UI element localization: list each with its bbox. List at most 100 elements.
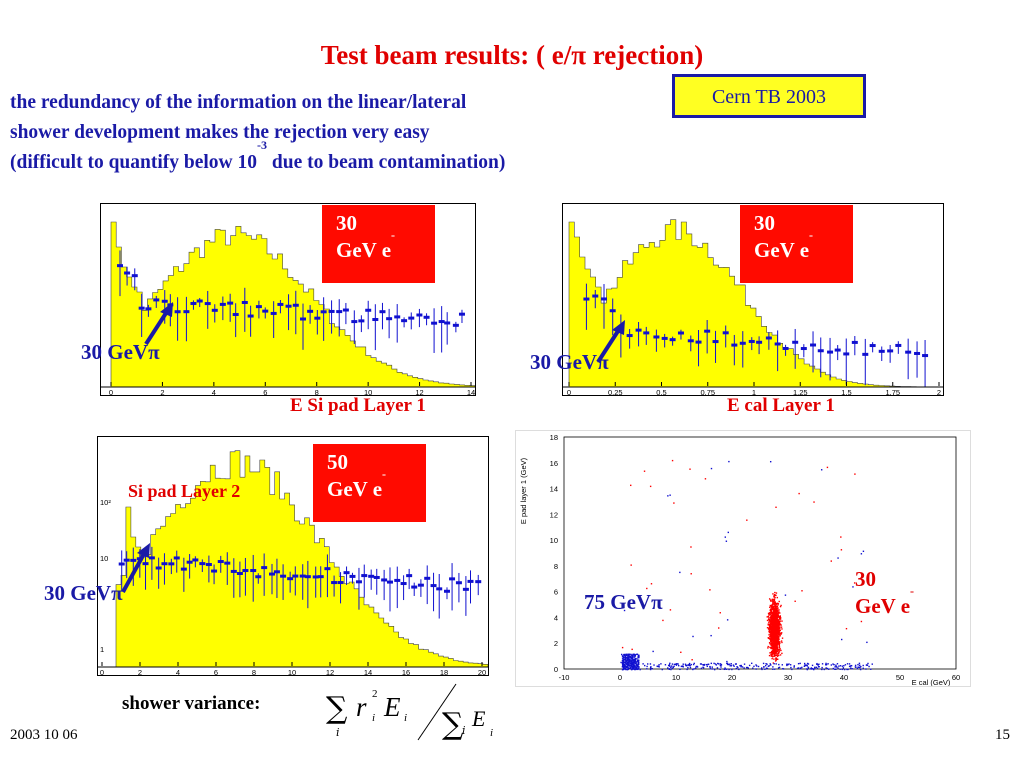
scatter-point xyxy=(649,663,652,665)
scatter-point xyxy=(777,652,780,655)
scatter-point xyxy=(778,621,780,623)
scatter-point xyxy=(623,665,626,667)
scatter-y-tick: 14 xyxy=(550,485,558,494)
scatter-point xyxy=(773,594,775,597)
x-tick-label: 10 xyxy=(288,668,296,675)
scatter-point xyxy=(628,667,630,669)
scatter-point xyxy=(626,666,628,668)
scatter-point xyxy=(778,624,781,626)
scatter-point xyxy=(629,660,631,663)
scatter-point xyxy=(728,460,730,463)
scatter-point xyxy=(769,638,772,641)
scatter-point xyxy=(797,667,800,669)
x-tick-label: 2 xyxy=(160,388,164,395)
scatter-point xyxy=(777,612,780,614)
scatter-point xyxy=(775,614,777,616)
x-axis-ticks: 0 0.25 0.5 0.75 1 1.25 1.5 1.75 2 xyxy=(567,382,941,397)
scatter-point xyxy=(833,663,835,666)
scatter-point xyxy=(628,661,630,664)
scatter-point xyxy=(827,668,830,670)
scatter-point xyxy=(817,664,819,666)
scatter-point xyxy=(630,664,632,667)
scatter-point xyxy=(629,658,631,661)
scatter-point xyxy=(636,659,639,662)
intro-line-3-post: due to beam contamination) xyxy=(267,152,506,173)
scatter-point xyxy=(743,663,746,665)
scatter-point xyxy=(690,663,692,666)
scatter-point xyxy=(637,656,640,658)
scatter-point xyxy=(637,664,639,667)
scatter-point xyxy=(631,654,633,657)
scatter-point xyxy=(627,653,629,655)
scatter-point xyxy=(728,663,731,665)
scatter-point xyxy=(623,655,625,657)
scatter-point xyxy=(741,666,744,668)
scatter-point xyxy=(769,634,772,636)
scatter-point xyxy=(769,646,771,649)
intro-line-3-sup: -3 xyxy=(257,138,268,152)
scatter-point xyxy=(768,617,770,619)
scatter-point xyxy=(693,668,695,670)
scatter-point xyxy=(767,615,770,618)
scatter-point xyxy=(769,609,771,612)
scatter-point xyxy=(774,660,777,662)
scatter-point xyxy=(624,657,627,659)
scatter-point xyxy=(771,634,773,636)
scatter-point xyxy=(770,621,772,624)
scatter-point xyxy=(662,619,664,622)
x-tick-label: 0 xyxy=(567,388,571,395)
scatter-point xyxy=(775,658,777,660)
scatter-point xyxy=(628,665,631,667)
electron-particle: GeV e- xyxy=(327,468,426,503)
scatter-point xyxy=(621,668,624,671)
scatter-point xyxy=(627,659,630,661)
scatter-point xyxy=(778,651,781,653)
scatter-point xyxy=(632,653,634,656)
scatter-point xyxy=(781,652,783,655)
scatter-point xyxy=(770,655,773,657)
scatter-point xyxy=(773,655,775,657)
electron-charge: - xyxy=(391,228,396,242)
scatter-point xyxy=(774,602,777,605)
scatter-point xyxy=(637,667,640,670)
scatter-point xyxy=(634,654,636,657)
x-tick-label: 6 xyxy=(214,668,218,675)
scatter-point xyxy=(632,657,634,659)
electron-charge: - xyxy=(910,584,915,598)
scatter-y-tick: 6 xyxy=(554,588,558,597)
scatter-point xyxy=(777,632,779,635)
scatter-point xyxy=(771,629,774,632)
x-tick-label: 0.5 xyxy=(656,388,666,395)
scatter-point xyxy=(775,659,777,661)
scatter-point xyxy=(636,661,638,663)
scatter-point xyxy=(817,666,820,668)
electron-histogram xyxy=(568,219,944,388)
scatter-point xyxy=(784,594,787,596)
scatter-point xyxy=(782,667,784,670)
scatter-point xyxy=(773,668,776,670)
scatter-point xyxy=(849,665,852,667)
scatter-point xyxy=(621,646,624,649)
scatter-point xyxy=(793,665,795,667)
scatter-point xyxy=(806,664,808,666)
scatter-point xyxy=(778,666,781,669)
scatter-point xyxy=(621,659,624,661)
scatter-point xyxy=(838,665,840,667)
scatter-plot: -10 0 10 20 30 40 50 60 0 2 4 6 8 10 12 14 16 18 E cal (G… xyxy=(515,430,971,687)
scatter-point xyxy=(627,656,629,659)
scatter-point xyxy=(796,667,799,670)
scatter-point xyxy=(814,666,816,669)
scatter-point xyxy=(773,628,776,630)
scatter-point xyxy=(772,651,774,653)
scatter-point xyxy=(779,648,781,651)
scatter-point xyxy=(768,621,770,624)
scatter-point xyxy=(771,603,774,606)
scatter-point xyxy=(729,665,731,667)
scatter-point xyxy=(764,664,767,667)
scatter-point xyxy=(774,611,776,614)
scatter-point xyxy=(773,601,776,603)
scatter-point xyxy=(787,663,789,666)
scatter-point xyxy=(679,668,681,671)
scatter-point xyxy=(767,623,770,625)
scatter-point xyxy=(773,626,775,628)
